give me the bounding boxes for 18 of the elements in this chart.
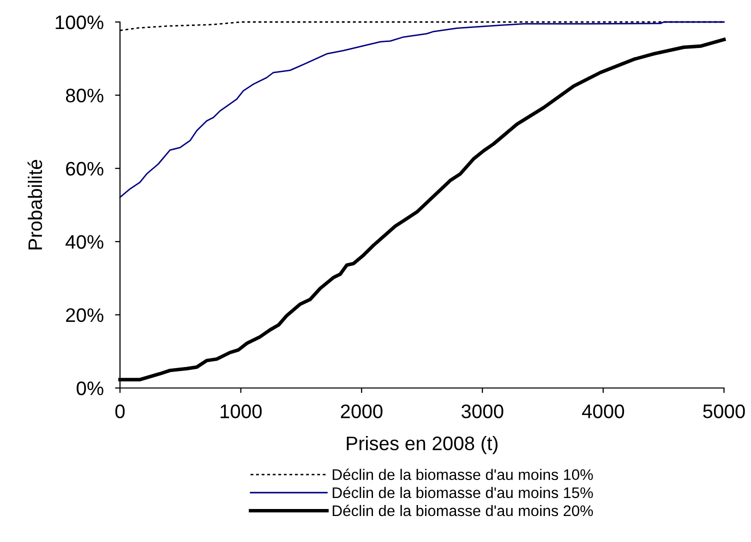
y-tick-label: 60% [66, 162, 104, 176]
y-tick-label: 0% [76, 381, 104, 396]
y-tick-label: 100% [56, 15, 104, 30]
x-tick-label: 1000 [220, 404, 262, 418]
legend-label: Déclin de la biomasse d'au moins 15% [332, 486, 593, 498]
legend-label: Déclin de la biomasse d'au moins 10% [332, 468, 593, 480]
x-tick-label: 0 [115, 404, 125, 418]
y-axis-title: Probabilité [28, 160, 42, 250]
x-tick-label: 2000 [340, 404, 382, 418]
legend-label: Déclin de la biomasse d'au moins 20% [332, 504, 593, 516]
x-tick-label: 3000 [462, 404, 504, 418]
line-series [119, 21, 725, 198]
y-tick-label: 40% [66, 235, 104, 249]
x-tick-label: 5000 [703, 404, 745, 418]
x-axis-title: Prises en 2008 (t) [346, 436, 498, 454]
y-tick-label: 80% [66, 88, 104, 102]
y-tick-label: 20% [66, 308, 104, 322]
x-tick-label: 4000 [582, 404, 624, 418]
